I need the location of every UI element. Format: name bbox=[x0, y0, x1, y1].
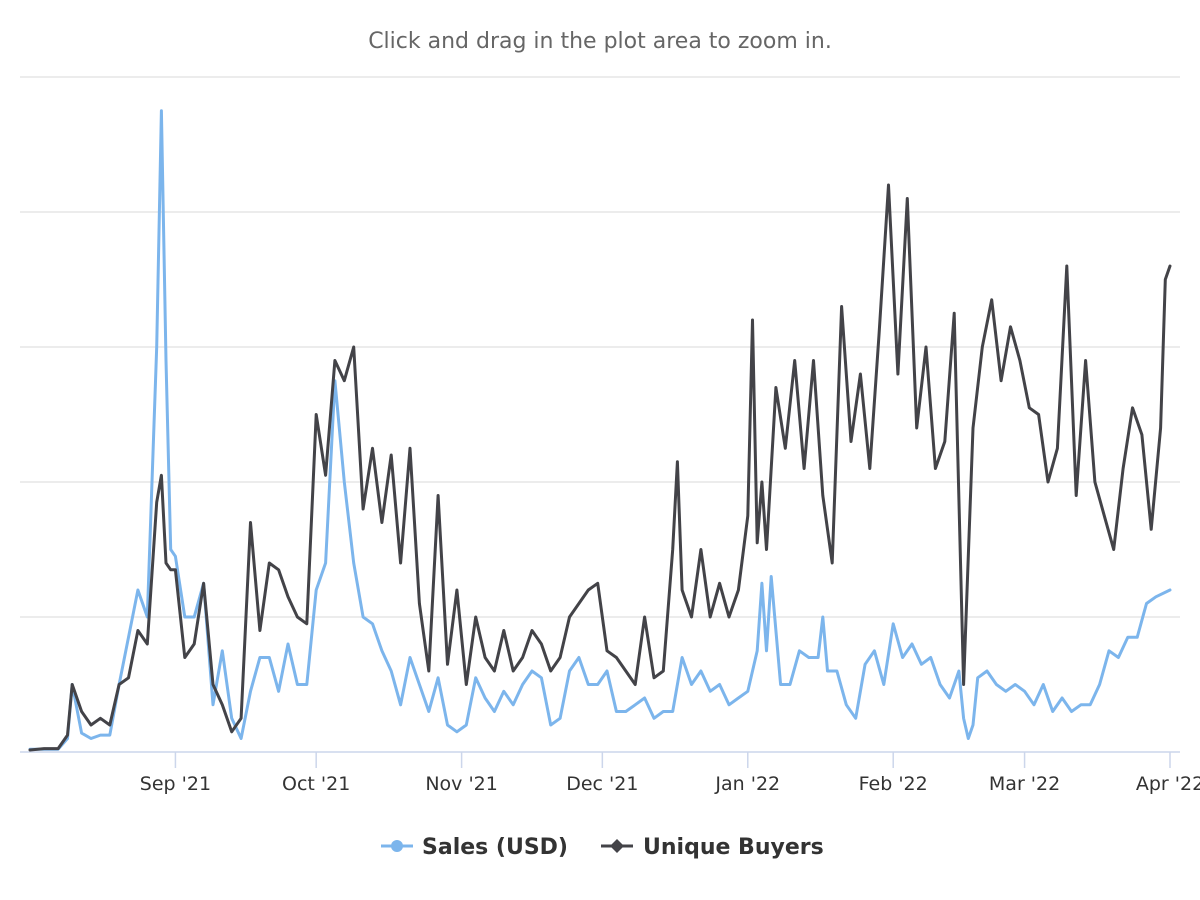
x-tick-label: Dec '21 bbox=[566, 773, 638, 795]
x-tick-label: Sep '21 bbox=[140, 773, 211, 795]
sales-usd-series-line[interactable] bbox=[28, 109, 1172, 751]
x-axis: Sep '21 Oct '21 Nov '21 Dec '21 Jan '22 Feb '… bbox=[20, 751, 1200, 795]
x-tick-label: Nov '21 bbox=[425, 773, 498, 795]
x-tick-label: Mar '22 bbox=[989, 773, 1060, 795]
unique-buyers-series-line[interactable] bbox=[28, 183, 1172, 752]
legend-item-unique-buyers[interactable]: Unique Buyers bbox=[601, 835, 824, 860]
chart-subtitle: Click and drag in the plot area to zoom … bbox=[368, 29, 832, 54]
x-tick-label: Jan '22 bbox=[714, 773, 780, 795]
legend-diamond-marker bbox=[610, 839, 624, 853]
plot-area[interactable] bbox=[28, 109, 1172, 752]
legend-label: Unique Buyers bbox=[643, 835, 824, 860]
grid-lines bbox=[20, 76, 1180, 618]
legend-label: Sales (USD) bbox=[422, 835, 568, 860]
legend: Sales (USD) Unique Buyers bbox=[381, 835, 824, 860]
legend-item-sales[interactable]: Sales (USD) bbox=[381, 835, 568, 860]
x-tick-label: Apr '22 bbox=[1136, 773, 1200, 795]
x-tick-label: Feb '22 bbox=[859, 773, 928, 795]
x-tick-label: Oct '21 bbox=[282, 773, 350, 795]
legend-circle-marker bbox=[391, 840, 403, 852]
